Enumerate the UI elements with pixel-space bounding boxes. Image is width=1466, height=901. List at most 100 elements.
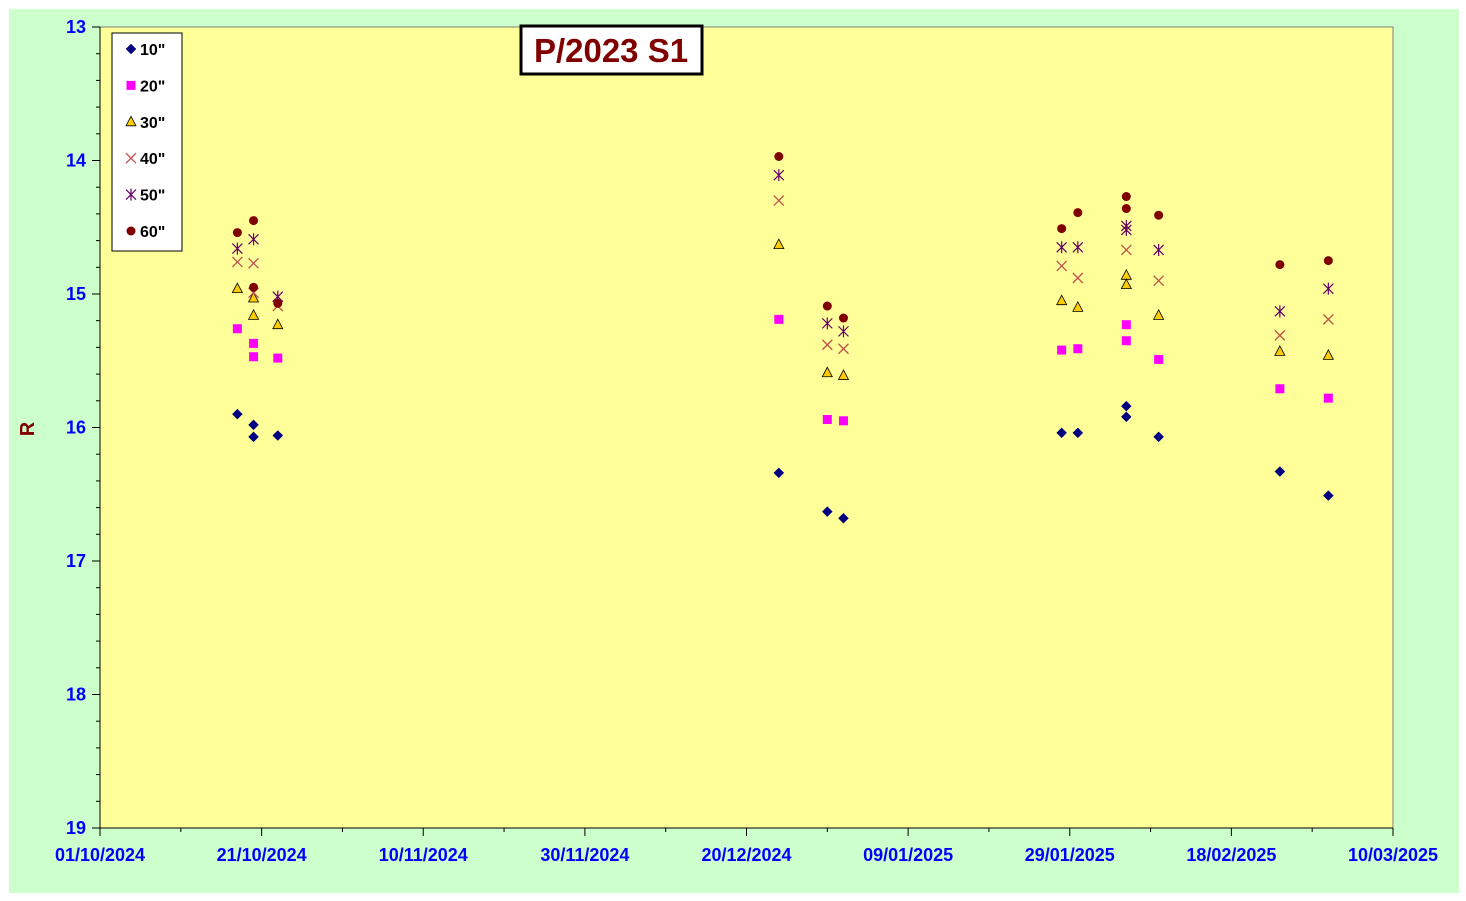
data-point bbox=[248, 257, 260, 269]
data-point bbox=[232, 408, 243, 420]
data-point bbox=[1121, 192, 1131, 202]
data-point bbox=[774, 314, 784, 324]
legend-marker bbox=[126, 80, 136, 90]
data-point bbox=[247, 291, 260, 303]
data-point bbox=[822, 414, 832, 424]
data-point bbox=[273, 298, 283, 308]
axes: 13 14 15 16 17 18 19 01/10/2024 21/10/2024 10/11/… bbox=[55, 17, 1438, 865]
data-point bbox=[1154, 354, 1164, 364]
data-point bbox=[838, 313, 848, 323]
data-point bbox=[1120, 400, 1132, 412]
data-point bbox=[1120, 244, 1132, 256]
series-1 bbox=[232, 400, 1334, 524]
legend-label: 10" bbox=[140, 42, 165, 59]
data-point bbox=[231, 242, 243, 255]
data-point bbox=[1274, 466, 1286, 477]
data-point bbox=[1073, 344, 1083, 354]
chart-svg: 13 14 15 16 17 18 19 01/10/2024 21/10/2024 10/11/… bbox=[17, 17, 1438, 865]
data-point bbox=[1121, 336, 1131, 346]
data-point bbox=[232, 324, 242, 334]
data-point bbox=[248, 233, 259, 246]
y-tick-label: 14 bbox=[66, 151, 86, 171]
data-point bbox=[773, 195, 785, 207]
data-point bbox=[1056, 260, 1068, 272]
data-point bbox=[249, 282, 259, 292]
data-point bbox=[272, 430, 284, 441]
data-point bbox=[249, 338, 259, 348]
data-point bbox=[821, 339, 833, 351]
data-point bbox=[247, 309, 260, 320]
data-point bbox=[838, 325, 849, 338]
data-point bbox=[773, 169, 785, 182]
data-point bbox=[231, 256, 243, 268]
data-point bbox=[1056, 294, 1068, 306]
data-point bbox=[1072, 272, 1084, 284]
x-tick-label: 18/02/2025 bbox=[1186, 845, 1276, 865]
legend-label: 60" bbox=[140, 224, 165, 241]
data-point bbox=[773, 238, 785, 250]
x-tick-label: 01/10/2024 bbox=[55, 845, 145, 865]
data-point bbox=[272, 318, 284, 330]
chart-area: 13 14 15 16 17 18 19 01/10/2024 21/10/2024 10/11/… bbox=[9, 9, 1459, 893]
data-point bbox=[232, 228, 242, 238]
x-tick-label: 20/12/2024 bbox=[701, 845, 791, 865]
series-2 bbox=[232, 314, 1333, 426]
x-tick-label: 30/11/2024 bbox=[540, 845, 629, 865]
data-point bbox=[821, 366, 833, 378]
data-point bbox=[838, 416, 848, 426]
data-point bbox=[1274, 305, 1286, 318]
x-tick-label: 10/03/2025 bbox=[1348, 845, 1438, 865]
data-point bbox=[1120, 411, 1132, 423]
data-point bbox=[1322, 349, 1335, 360]
data-point bbox=[1323, 393, 1333, 403]
data-point bbox=[1153, 275, 1165, 287]
data-point bbox=[773, 467, 785, 479]
x-tick-label: 21/10/2024 bbox=[217, 845, 307, 865]
data-point bbox=[231, 282, 244, 294]
x-tick-label: 09/01/2025 bbox=[863, 845, 953, 865]
data-point bbox=[249, 216, 259, 226]
data-point bbox=[774, 151, 784, 161]
data-point bbox=[1322, 490, 1334, 501]
data-point bbox=[249, 352, 259, 362]
data-point bbox=[248, 419, 259, 431]
plot-area bbox=[99, 26, 1394, 829]
data-point bbox=[838, 512, 849, 524]
data-point bbox=[1056, 241, 1068, 254]
legend-marker bbox=[125, 115, 137, 127]
legend-label: 50" bbox=[140, 188, 165, 205]
data-point bbox=[1275, 260, 1285, 270]
data-point bbox=[1274, 329, 1286, 341]
legend-marker bbox=[125, 188, 137, 201]
legend-label: 20" bbox=[140, 78, 165, 95]
x-tick-label: 29/01/2025 bbox=[1025, 845, 1115, 865]
data-point bbox=[1057, 345, 1067, 355]
data-point bbox=[837, 369, 850, 380]
data-point bbox=[273, 353, 283, 363]
y-tick-label: 17 bbox=[66, 551, 86, 571]
legend-marker bbox=[126, 226, 136, 236]
y-tick-label: 19 bbox=[66, 818, 86, 838]
data-point bbox=[1274, 345, 1286, 356]
title-box bbox=[519, 24, 704, 76]
y-tick-label: 13 bbox=[66, 17, 86, 37]
legend-label: 30" bbox=[140, 115, 165, 132]
chart-title: P/2023 S1 bbox=[534, 32, 688, 69]
y-tick-label: 15 bbox=[66, 284, 86, 304]
data-point bbox=[1153, 431, 1164, 443]
data-point bbox=[1072, 241, 1084, 254]
data-point bbox=[248, 431, 259, 443]
series-3 bbox=[231, 238, 1335, 380]
data-point bbox=[1154, 210, 1164, 220]
y-tick-label: 16 bbox=[66, 418, 86, 438]
data-point bbox=[1275, 384, 1285, 394]
data-point bbox=[1072, 427, 1084, 439]
legend-marker bbox=[125, 152, 137, 164]
data-point bbox=[1120, 278, 1132, 290]
data-point bbox=[1152, 309, 1165, 320]
data-point bbox=[822, 301, 832, 311]
data-points bbox=[231, 151, 1335, 524]
data-point bbox=[1056, 427, 1068, 439]
chart-title-box: P/2023 S1 bbox=[519, 24, 704, 76]
data-point bbox=[1072, 300, 1084, 312]
